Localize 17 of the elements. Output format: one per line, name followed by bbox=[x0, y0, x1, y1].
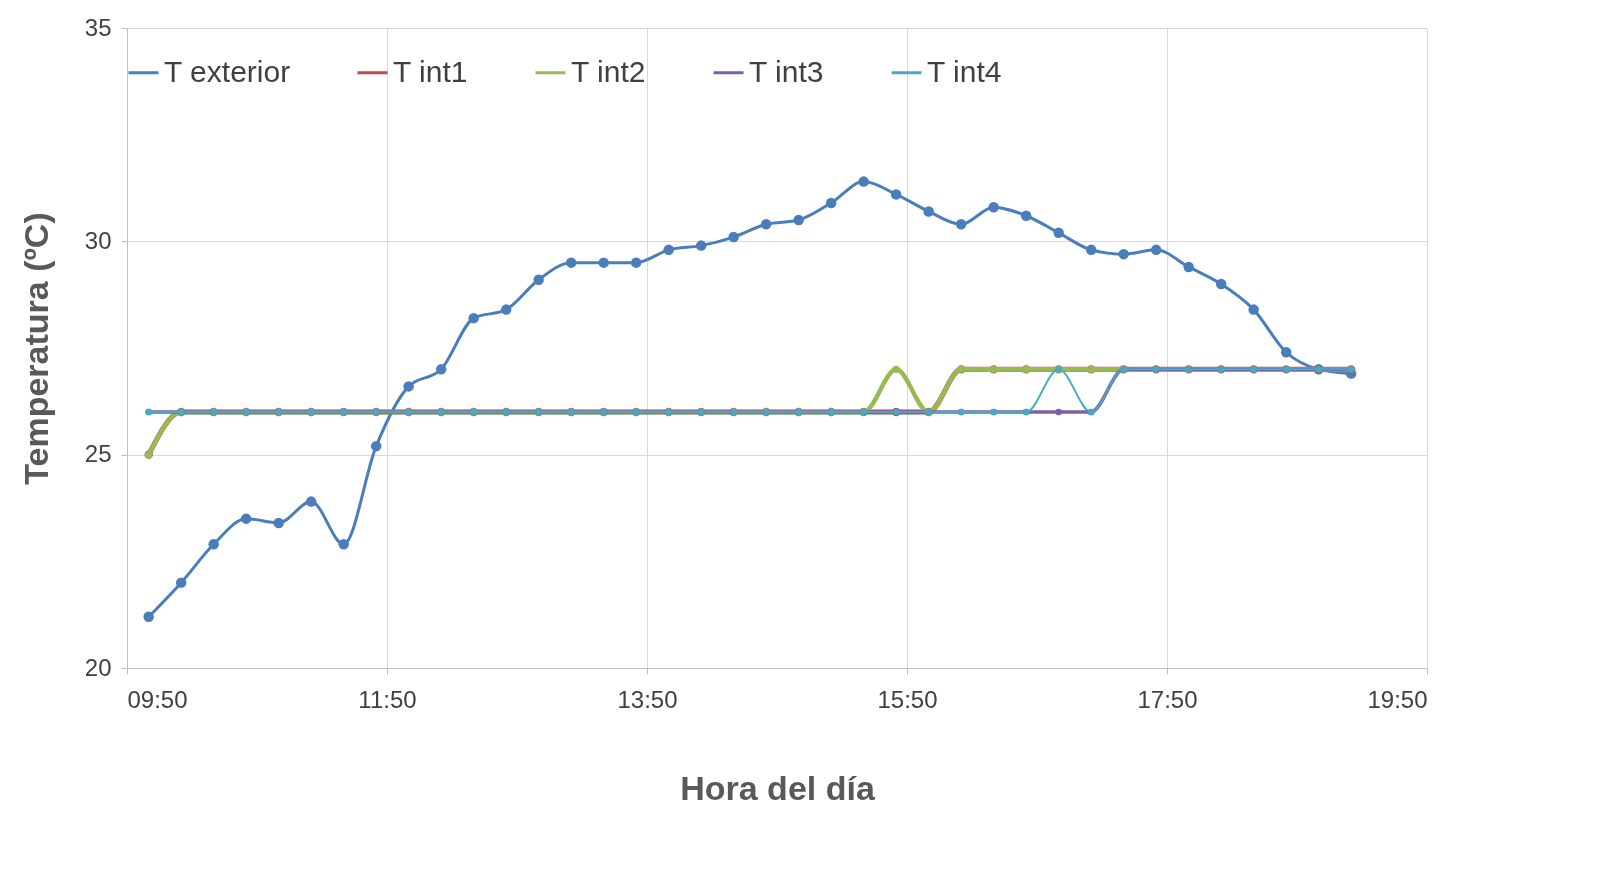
x-tick-label: 09:50 bbox=[127, 685, 188, 713]
x-axis-title: Hora del día bbox=[680, 768, 876, 807]
x-tick-label: 11:50 bbox=[358, 685, 417, 713]
x-tick-label: 17:50 bbox=[1137, 685, 1198, 713]
x-tick-label: 19:50 bbox=[1367, 685, 1428, 713]
legend-label: T int4 bbox=[927, 54, 1002, 88]
legend-label: T int1 bbox=[393, 54, 468, 88]
x-tick-label: 13:50 bbox=[617, 685, 678, 713]
x-tick-label: 15:50 bbox=[877, 685, 938, 713]
legend-label: T int3 bbox=[749, 54, 824, 88]
y-tick-label: 25 bbox=[84, 440, 112, 468]
y-axis-title: Temperatura (ºC) bbox=[16, 212, 55, 485]
y-tick-label: 20 bbox=[84, 653, 112, 681]
y-tick-label: 30 bbox=[84, 226, 112, 254]
legend-label: T exterior bbox=[164, 54, 291, 88]
y-tick-label: 35 bbox=[84, 13, 112, 41]
legend-label: T int2 bbox=[571, 54, 646, 88]
